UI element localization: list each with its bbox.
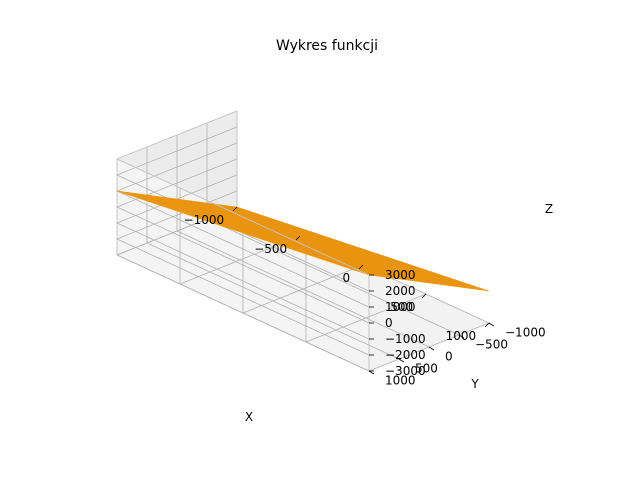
z-tick-label: 1000 — [385, 300, 416, 314]
gridline-z — [116, 126, 238, 176]
y-tick-label: −500 — [475, 338, 508, 352]
y-axis-label: Y — [470, 377, 479, 391]
y-tick-label: 0 — [445, 350, 453, 364]
gridline-z — [116, 142, 238, 192]
surface-mesh-line — [337, 264, 458, 281]
surface-mesh-line — [170, 198, 424, 283]
surface-mesh-line — [362, 272, 483, 290]
surface-mesh-line — [299, 251, 420, 269]
gridline-z — [116, 222, 370, 340]
z-tick-label: 2000 — [385, 284, 416, 298]
x-tick-mark — [295, 235, 301, 241]
y-tick-mark — [458, 334, 465, 339]
z-tick-label: −3000 — [385, 364, 426, 378]
gridline-y — [206, 218, 460, 336]
surface-mesh-line — [280, 245, 401, 262]
surface-mesh-line — [312, 255, 433, 273]
gridline-z — [116, 158, 238, 208]
surface-mesh-line — [249, 234, 370, 252]
y-tick-label: −1000 — [505, 326, 546, 340]
x-tick-label: −500 — [254, 242, 287, 256]
x-tick-mark — [484, 322, 490, 328]
y-tick-mark — [368, 370, 375, 375]
x-tick-mark — [232, 206, 238, 212]
surface-mesh-line — [128, 192, 382, 277]
surface-mesh-line — [119, 191, 373, 276]
y-tick-label: 1000 — [385, 374, 416, 388]
chart-title: Wykres funkcji — [276, 38, 378, 54]
surface-mesh-line — [140, 194, 394, 279]
x-tick-mark — [358, 264, 364, 270]
z-axis-label: Z — [545, 202, 553, 216]
x-axis-label: X — [245, 410, 253, 424]
x-tick-label: −1000 — [184, 213, 225, 227]
surface-mesh-line — [176, 198, 430, 284]
pane-edge — [116, 110, 238, 160]
z-tick-label: −2000 — [385, 348, 426, 362]
surface-mesh-line — [167, 197, 421, 282]
x-tick-label: 500 — [390, 300, 413, 314]
surface-mesh-line — [305, 253, 427, 271]
x-tick-mark — [421, 293, 427, 299]
x-tick-label: 0 — [343, 271, 351, 285]
gridline-z — [116, 190, 238, 240]
surface-mesh-line — [268, 241, 389, 258]
surface-mesh-line — [255, 237, 376, 254]
gridline-z — [116, 190, 370, 308]
surface-mesh-line — [152, 195, 406, 280]
surface-mesh-line — [134, 193, 388, 278]
surface-mesh-line — [125, 192, 379, 277]
surface-mesh-line — [158, 196, 412, 281]
gridline-z — [116, 238, 370, 356]
z-tick-label: 3000 — [385, 268, 416, 282]
pane-edge — [116, 158, 370, 276]
gridline-z — [116, 206, 370, 324]
z-tick-label: 0 — [385, 316, 393, 330]
surface-mesh-line — [261, 239, 382, 256]
surface-mesh-line — [274, 243, 395, 260]
y-tick-mark — [488, 322, 495, 327]
surface-mesh-line — [293, 249, 414, 266]
surface-mesh-line — [173, 198, 427, 283]
surface-mesh-line — [122, 191, 376, 276]
y-tick-mark — [398, 358, 405, 363]
surface-mesh-line — [331, 262, 452, 279]
gridline-y — [176, 230, 430, 348]
surface-mesh-line — [149, 195, 403, 280]
surface-mesh-line — [143, 194, 397, 279]
surface-plot — [116, 190, 490, 292]
surface-mesh-line — [324, 260, 445, 277]
y-tick-mark — [428, 346, 435, 351]
surface-mesh-line — [343, 266, 464, 283]
surface-mesh-line — [146, 194, 400, 280]
gridline-y — [146, 242, 400, 360]
surface-mesh-line — [137, 193, 391, 278]
surface-mesh-line — [350, 268, 471, 285]
surface-mesh-line — [356, 270, 477, 287]
y-tick-label: 500 — [415, 362, 438, 376]
gridline-z — [116, 254, 370, 372]
surface-mesh-line — [155, 196, 409, 281]
z-tick-label: −1000 — [385, 332, 426, 346]
surface-mesh-line — [287, 247, 408, 264]
surface-mesh-line — [161, 196, 415, 282]
